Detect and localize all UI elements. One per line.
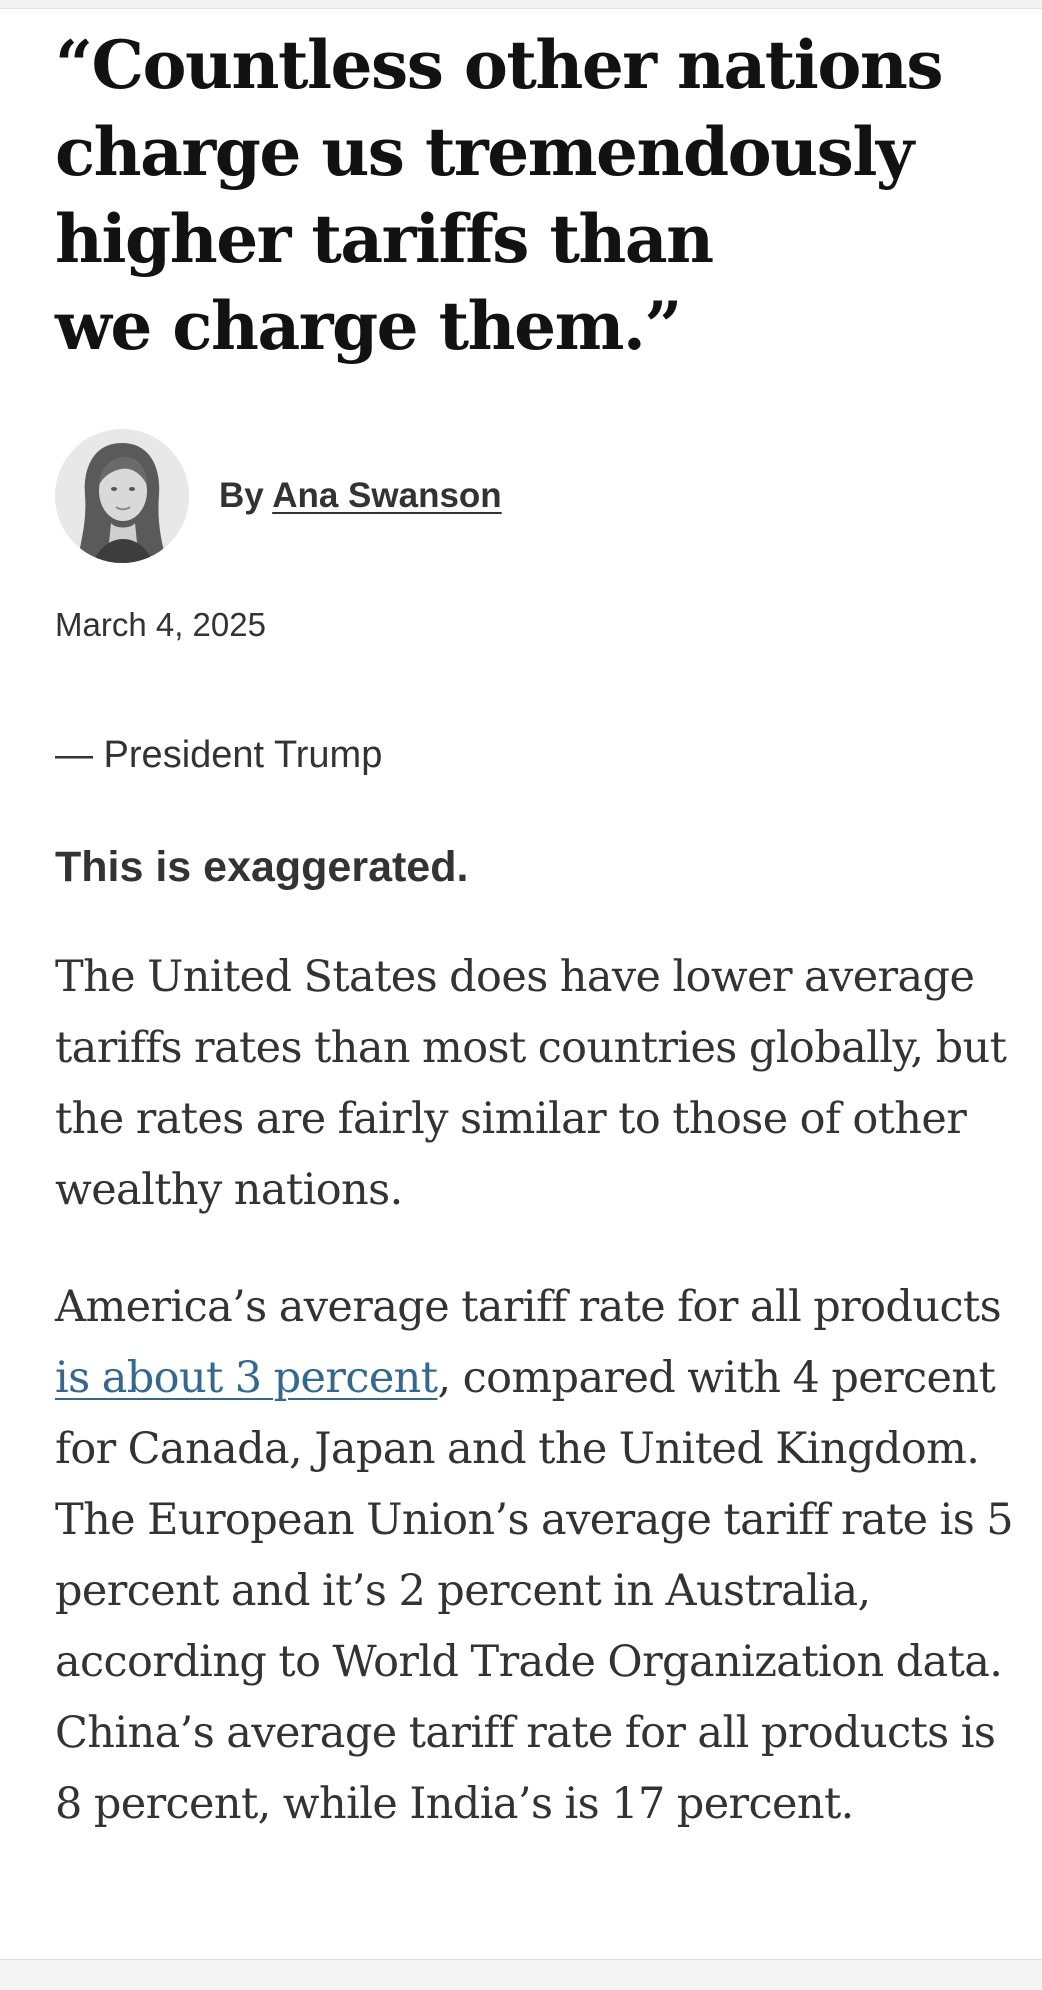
source-link[interactable]: is about 3 percent	[55, 1353, 438, 1403]
author-photo-icon	[55, 429, 189, 563]
headline-line: charge us tremendously	[55, 113, 914, 191]
author-avatar[interactable]	[55, 429, 189, 563]
headline: “Countless other nations charge us treme…	[55, 22, 1005, 370]
body-paragraph: America’s average tariff rate for all pr…	[55, 1272, 1015, 1840]
paragraph-text: , compared with 4 percent for Canada, Ja…	[55, 1353, 1014, 1829]
article: “Countless other nations charge us treme…	[55, 22, 1015, 1840]
browser-bottom-edge	[0, 1959, 1042, 1990]
headline-line: “Countless other nations	[55, 26, 944, 104]
paragraph-text: America’s average tariff rate for all pr…	[55, 1282, 1002, 1332]
byline: By Ana Swanson	[55, 428, 1015, 564]
quote-attribution: — President Trump	[55, 734, 383, 776]
browser-top-edge	[0, 0, 1042, 9]
byline-prefix: By	[219, 476, 264, 515]
headline-line: we charge them.”	[55, 287, 682, 365]
author-link[interactable]: Ana Swanson	[272, 476, 502, 515]
byline-text: By Ana Swanson	[219, 476, 502, 516]
headline-line: higher tariffs than	[55, 200, 714, 278]
fact-check-verdict: This is exaggerated.	[55, 843, 469, 891]
publish-date: March 4, 2025	[55, 606, 266, 643]
body-paragraph: The United States does have lower averag…	[55, 952, 1007, 1215]
